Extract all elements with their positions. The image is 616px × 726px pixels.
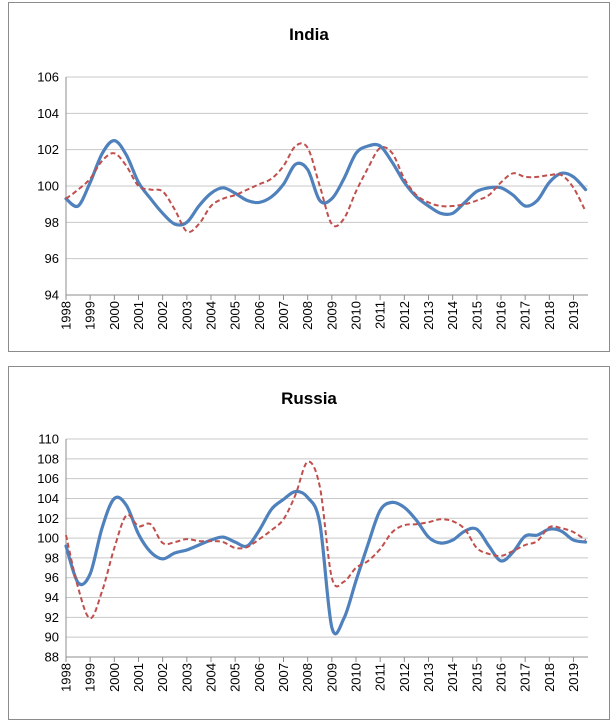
russia-x-tick-label: 2003 (179, 663, 194, 692)
india-x-tick-label: 2004 (204, 301, 219, 330)
russia-x-tick-label: 2013 (421, 663, 436, 692)
russia-x-tick-label: 2006 (252, 663, 267, 692)
russia-y-tick-label: 102 (37, 511, 59, 526)
russia-x-tick-label: 1999 (83, 663, 98, 692)
russia-x-tick-label: 2019 (566, 663, 581, 692)
russia-y-tick-label: 104 (37, 491, 59, 506)
india-solid-series-line (64, 139, 588, 227)
russia-x-tick-label: 2004 (204, 663, 219, 692)
india-x-tick-label: 2018 (542, 301, 557, 330)
india-x-tick-label: 2013 (421, 301, 436, 330)
russia-y-tick-label: 90 (45, 630, 59, 645)
india-y-tick-label: 96 (45, 251, 59, 266)
india-x-tick-label: 2010 (349, 301, 364, 330)
india-x-tick-label: 2007 (276, 301, 291, 330)
india-dashed-series-line (65, 142, 587, 233)
russia-y-tick-label: 88 (45, 650, 59, 665)
india-x-tick-label: 2000 (107, 301, 122, 330)
india-x-tick-label: 2012 (397, 301, 412, 330)
russia-chart-title: Russia (281, 389, 337, 408)
russia-x-tick-label: 2016 (494, 663, 509, 692)
russia-solid-series-line (64, 489, 588, 636)
russia-y-tick-label: 108 (37, 451, 59, 466)
india-x-tick-label: 2019 (566, 301, 581, 330)
india-x-tick-label: 1999 (83, 301, 98, 330)
russia-x-tick-label: 2015 (469, 663, 484, 692)
russia-x-tick-label: 2018 (542, 663, 557, 692)
russia-dashed-series-line (65, 460, 587, 620)
russia-x-tick-label: 2017 (518, 663, 533, 692)
russia-x-tick-label: 2008 (300, 663, 315, 692)
russia-y-tick-label: 110 (38, 432, 59, 447)
india-x-tick-label: 2001 (131, 301, 146, 330)
india-chart-plot: 94 96 98 100 102 104 106 1998 1999 2000 2001 2002 20… (37, 70, 588, 330)
india-y-tick-label: 100 (37, 179, 59, 194)
russia-chart-panel: Russia 88 90 92 94 96 98 100 102 104 106 108 110 199… (8, 366, 610, 720)
india-x-tick-label: 2006 (252, 301, 267, 330)
india-x-tick-label: 2002 (155, 301, 170, 330)
india-x-tick-label: 2016 (494, 301, 509, 330)
india-x-tick-label: 1998 (59, 301, 74, 330)
russia-x-tick-label: 2007 (276, 663, 291, 692)
russia-x-tick-label: 2009 (324, 663, 339, 692)
russia-x-tick-label: 2002 (155, 663, 170, 692)
india-x-tick-label: 2003 (179, 301, 194, 330)
india-x-tick-label: 2005 (228, 301, 243, 330)
russia-x-tick-label: 2012 (397, 663, 412, 692)
india-y-tick-label: 106 (37, 70, 59, 85)
india-chart-panel: India 94 96 98 100 102 104 106 1998 1999 2000 2001… (8, 2, 610, 352)
russia-x-tick-label: 2005 (228, 663, 243, 692)
russia-y-tick-label: 94 (45, 590, 59, 605)
russia-y-tick-label: 92 (45, 610, 59, 625)
russia-x-tick-label: 2010 (349, 663, 364, 692)
russia-x-tick-label: 1998 (59, 663, 74, 692)
russia-y-tick-label: 100 (37, 531, 59, 546)
russia-x-tick-label: 2001 (131, 663, 146, 692)
russia-x-tick-label: 2000 (107, 663, 122, 692)
india-x-tick-label: 2014 (445, 301, 460, 330)
russia-x-tick-label: 2014 (445, 663, 460, 692)
india-chart-title: India (289, 25, 329, 44)
india-x-tick-label: 2008 (300, 301, 315, 330)
russia-x-tick-label: 2011 (373, 663, 388, 691)
india-y-tick-label: 102 (37, 142, 59, 157)
russia-y-tick-label: 98 (45, 550, 59, 565)
india-x-tick-label: 2015 (469, 301, 484, 330)
india-y-tick-label: 94 (45, 288, 59, 303)
russia-chart-plot: 88 90 92 94 96 98 100 102 104 106 108 110 1998 1999 20… (37, 432, 588, 692)
russia-y-tick-label: 106 (37, 471, 59, 486)
india-x-tick-label: 2009 (324, 301, 339, 330)
russia-y-tick-label: 96 (45, 570, 59, 585)
india-x-tick-label: 2017 (518, 301, 533, 330)
india-y-tick-label: 104 (37, 106, 59, 121)
india-y-tick-label: 98 (45, 215, 59, 230)
india-x-tick-label: 2011 (373, 301, 388, 329)
